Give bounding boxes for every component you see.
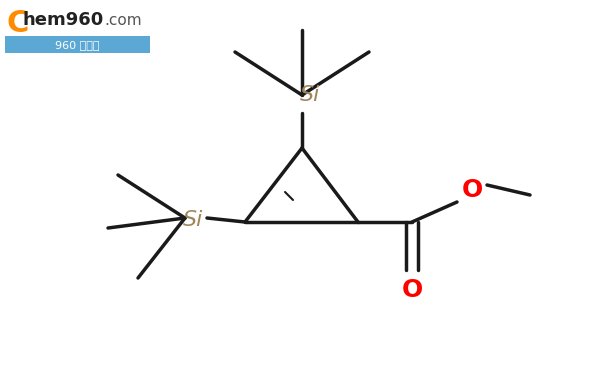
Text: O: O (462, 178, 483, 202)
Text: .com: .com (104, 13, 142, 28)
Text: O: O (401, 278, 423, 302)
Text: Si: Si (300, 85, 320, 105)
Text: hem960: hem960 (22, 11, 103, 29)
FancyBboxPatch shape (5, 36, 150, 53)
Text: 960 化工网: 960 化工网 (55, 40, 100, 50)
Text: C: C (7, 9, 30, 38)
Text: Si: Si (183, 210, 203, 230)
